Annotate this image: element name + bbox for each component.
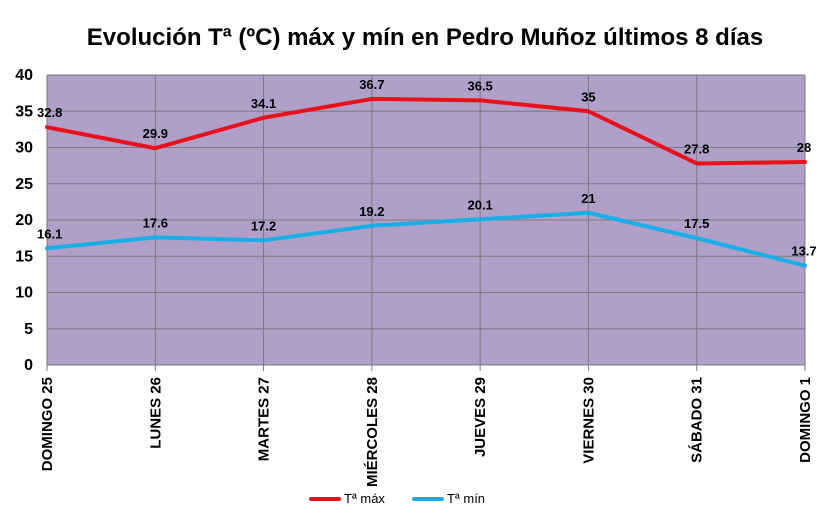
x-tick-label: VIERNES 30 [580,377,597,464]
chart-title: Evolución Tª (ºC) máx y mín en Pedro Muñ… [87,24,763,51]
y-tick-label: 35 [15,103,33,120]
data-label: 28 [797,140,811,155]
data-label: 35 [581,89,595,104]
x-tick-label: DOMINGO 25 [39,377,56,471]
data-label: 17.6 [143,215,168,230]
y-tick-label: 30 [15,140,33,157]
data-label: 13.7 [791,244,816,259]
legend-label: Tª mín [447,491,485,506]
series-line-1 [45,210,807,268]
series-lines [45,96,807,268]
x-tick-label: LUNES 26 [147,377,164,449]
series-line-0 [45,96,807,166]
y-tick-label: 15 [15,248,33,265]
data-label: 29.9 [143,126,168,141]
data-label: 21 [581,191,595,206]
data-label: 17.5 [684,216,709,231]
data-label: 16.1 [37,226,62,241]
data-label: 36.5 [467,78,492,93]
x-tick-label: MIÉRCOLES 28 [364,377,381,487]
data-label: 19.2 [359,204,384,219]
axes: 0 5 10 15 20 25 30 35 40 DOMINGO 25 LUNES 26 MARTES… [15,67,814,487]
data-label: 32.8 [37,105,62,120]
legend: Tª máx Tª mín [309,491,485,506]
x-tick-label: MARTES 27 [256,377,273,461]
data-label: 36.7 [359,77,384,92]
x-tick-label: SÁBADO 31 [689,377,706,463]
x-tick-label: DOMINGO 1 [797,377,814,463]
y-tick-label: 10 [15,285,33,302]
y-tick-label: 40 [15,67,33,84]
y-tick-label: 5 [24,321,33,338]
data-label: 34.1 [251,96,276,111]
y-tick-label: 20 [15,212,33,229]
y-tick-label: 0 [24,357,33,374]
data-label: 17.2 [251,218,276,233]
legend-label: Tª máx [344,491,385,506]
x-tick-label: JUEVES 29 [472,377,489,457]
data-label: 27.8 [684,141,709,156]
data-labels: 32.8 29.9 34.1 36.7 36.5 35 27.8 28 16.1 17.6 17.2… [37,77,817,259]
y-tick-label: 25 [15,176,33,193]
data-label: 20.1 [467,197,492,212]
